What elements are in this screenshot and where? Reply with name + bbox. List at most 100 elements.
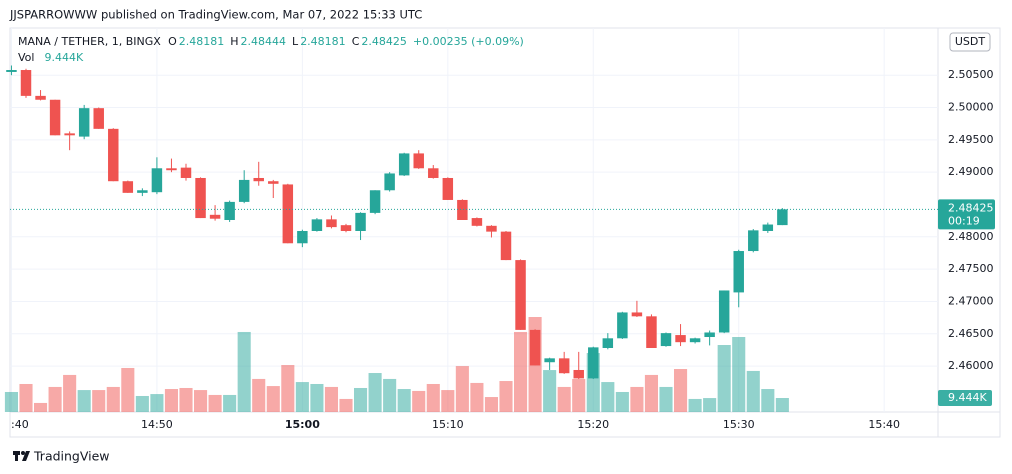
candle-body xyxy=(137,190,148,193)
volume-bar xyxy=(572,378,586,412)
volume-bar xyxy=(339,398,353,412)
candle-body xyxy=(602,338,614,348)
candle-body xyxy=(573,369,584,379)
volume-bar xyxy=(746,370,760,412)
change: +0.00235 (+0.09%) xyxy=(413,35,524,48)
volume-bar xyxy=(92,390,106,412)
volume-bar xyxy=(644,374,658,412)
volume-bar xyxy=(266,386,280,412)
volume-bar xyxy=(194,390,208,412)
last-price-badge xyxy=(938,199,995,230)
symbol: MANA / TETHER, 1, BINGX xyxy=(18,35,161,48)
volume-bar xyxy=(223,394,237,412)
volume-bar xyxy=(543,370,557,412)
volume-bar xyxy=(150,394,164,412)
candle-body xyxy=(413,153,424,169)
candle-body xyxy=(238,179,250,202)
volume-bar xyxy=(601,382,615,412)
candle-body xyxy=(311,219,323,231)
candle-body xyxy=(558,358,570,374)
candle-body xyxy=(762,224,774,231)
volume-bar xyxy=(455,366,469,412)
ohlc-value: 2.48425 xyxy=(361,35,407,48)
ohlc-value: 2.48444 xyxy=(241,35,287,48)
volume-bar xyxy=(732,337,746,412)
volume-bar xyxy=(106,386,120,412)
header: JJSPARROWWW published on TradingView.com… xyxy=(9,8,422,22)
volume-bar xyxy=(77,390,91,412)
volume-bar xyxy=(659,386,673,412)
candle-body xyxy=(6,70,17,72)
volume-bar xyxy=(470,382,484,412)
candle-body xyxy=(93,108,104,129)
y-tick-label: 2.50000 xyxy=(948,101,994,114)
volume-bar xyxy=(630,386,644,412)
candle-body xyxy=(500,231,512,261)
candle-body xyxy=(486,225,497,232)
ohlc-value: 2.48181 xyxy=(300,35,346,48)
volume-bar xyxy=(48,386,62,412)
countdown: 00:19 xyxy=(948,214,980,227)
candle-body xyxy=(748,230,759,252)
candle-body xyxy=(617,312,628,339)
candle-body xyxy=(64,133,75,136)
candle-body xyxy=(675,335,686,343)
volume-bar xyxy=(281,365,295,412)
volume-badge xyxy=(938,390,992,407)
candle-body xyxy=(268,181,279,184)
currency[interactable]: USDT xyxy=(955,35,986,48)
candle-body xyxy=(166,168,177,171)
ohlc-label: C xyxy=(352,35,360,48)
volume-bar xyxy=(703,398,717,412)
candle-body xyxy=(369,190,381,213)
candle-body xyxy=(442,177,454,200)
volume-bar xyxy=(237,331,251,412)
x-tick-label: :40 xyxy=(11,418,29,431)
candle-body xyxy=(718,290,730,333)
volume-bar xyxy=(121,367,135,412)
volume-bar xyxy=(19,383,33,412)
last-price-label: 2.48425 xyxy=(948,201,994,214)
y-tick-label: 2.46500 xyxy=(948,327,994,340)
currency-button[interactable] xyxy=(949,32,991,52)
candle-body xyxy=(195,177,206,219)
candle-body xyxy=(49,99,61,136)
candle-body xyxy=(428,168,439,178)
ohlc-value: 2.48181 xyxy=(179,35,225,48)
volume-bar xyxy=(557,386,571,412)
volume-bar xyxy=(499,381,513,412)
candle-body xyxy=(253,177,264,182)
logo xyxy=(13,451,30,461)
candle-body xyxy=(384,173,395,191)
candle-body xyxy=(515,260,526,330)
y-tick-label: 2.48000 xyxy=(948,230,994,243)
candle-body xyxy=(180,167,192,178)
candle-body xyxy=(660,333,672,347)
candle-body xyxy=(529,329,541,366)
candle-body xyxy=(355,212,366,231)
candle-body xyxy=(588,347,599,379)
volume-bar xyxy=(717,345,731,412)
candle-body xyxy=(108,128,119,182)
y-tick-label: 2.47000 xyxy=(948,294,994,307)
footer: TradingView xyxy=(33,449,110,464)
volume-label: 9.444K xyxy=(948,391,987,404)
volume-bar xyxy=(615,391,629,412)
candle-body xyxy=(733,251,744,293)
volume-value: 9.444K xyxy=(44,51,83,64)
legend-ohlc: MANA / TETHER, 1, BINGX O 2.48181 H 2.48444 L… xyxy=(18,35,524,48)
candle-body xyxy=(457,199,468,220)
volume-bar xyxy=(761,389,775,412)
ohlc-label: H xyxy=(230,35,238,48)
candle-body xyxy=(471,218,483,226)
candle-body xyxy=(78,108,90,137)
volume-bar xyxy=(775,398,789,412)
candle-body xyxy=(704,332,715,338)
volume-bar xyxy=(688,398,702,412)
volume-bar xyxy=(412,390,426,412)
volume-bar xyxy=(354,387,368,412)
y-tick-label: 2.47500 xyxy=(948,262,994,275)
x-tick-label: 15:30 xyxy=(723,418,755,431)
volume-bar xyxy=(295,382,309,412)
volume-bar xyxy=(397,389,411,412)
